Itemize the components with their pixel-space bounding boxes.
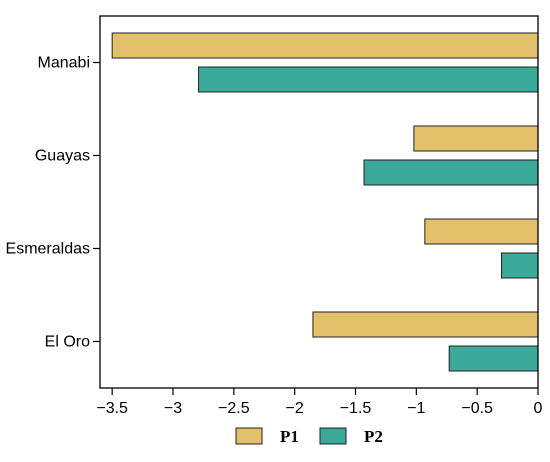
x-tick-label: −3.5	[96, 400, 128, 417]
bar-p2-el-oro	[448, 345, 539, 372]
legend-label-p1: P1	[280, 427, 299, 446]
x-tick-label: −2	[286, 400, 304, 417]
bar-p1-esmeraldas	[424, 218, 539, 245]
bars-group	[111, 32, 539, 372]
x-axis-ticks: −3.5 −3 −2.5 −2 −1.5 −1 −0.5 0	[96, 388, 543, 417]
legend-label-p2: P2	[364, 427, 383, 446]
x-tick-label: −1.5	[340, 400, 372, 417]
bar-p1-manabi	[111, 32, 539, 59]
x-tick-label: −0.5	[461, 400, 493, 417]
bar-p1-el-oro	[312, 311, 539, 338]
bar-p2-manabi	[198, 66, 539, 93]
plot-frame	[99, 15, 539, 389]
x-tick-label: 0	[534, 400, 543, 417]
bar-p1-guayas	[413, 125, 539, 152]
legend: P1 P2	[235, 427, 383, 446]
legend-swatch-p1	[235, 427, 263, 445]
category-label: Guayas	[35, 148, 90, 165]
category-label: Manabi	[38, 55, 90, 72]
x-tick-label: −2.5	[218, 400, 250, 417]
category-label: El Oro	[45, 334, 90, 351]
bar-p2-esmeraldas	[501, 252, 539, 279]
category-label: Esmeraldas	[6, 241, 90, 258]
legend-swatch-p2	[319, 427, 347, 445]
x-tick-label: −3	[164, 400, 182, 417]
category-labels: Manabi Guayas Esmeraldas El Oro	[6, 55, 100, 351]
x-tick-label: −1	[407, 400, 425, 417]
bar-p2-guayas	[363, 159, 539, 186]
